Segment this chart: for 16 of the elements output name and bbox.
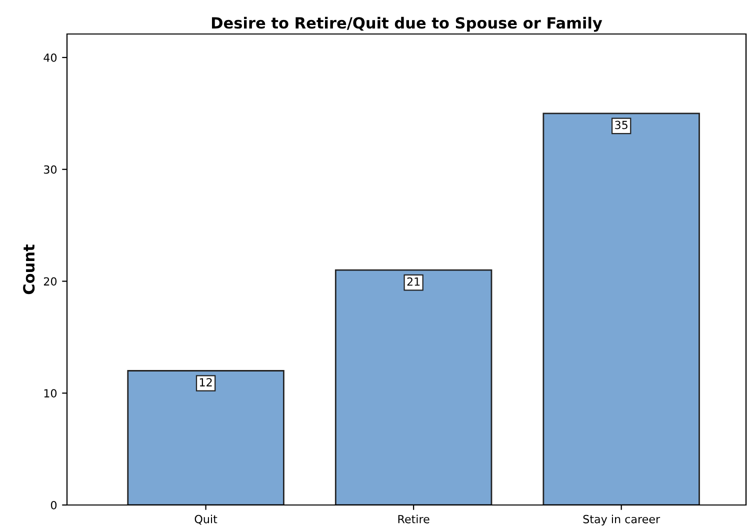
x-tick-label: Retire [398,514,430,524]
y-tick-label: 20 [44,277,57,286]
bar [127,370,284,505]
data-label: 35 [615,120,628,130]
bar [542,112,700,505]
x-tick-label: Quit [194,514,218,525]
y-tick-label: 0 [50,500,57,510]
data-label: 12 [200,378,212,386]
y-tick-label: 40 [44,53,57,62]
x-tick-label: Stay in career [583,514,660,526]
bar [334,269,492,505]
data-label: 21 [407,277,420,286]
y-tick-label: 10 [44,389,57,398]
y-tick-label: 30 [44,165,57,174]
chart-title: Desire to Retire/Quit due to Spouse or Family [212,16,602,32]
y-axis-title: Count [23,244,35,294]
